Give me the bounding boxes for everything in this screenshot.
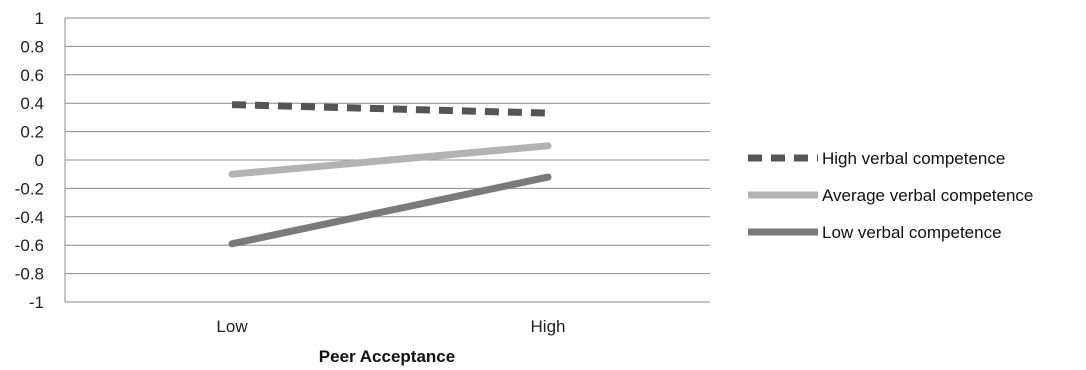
- y-axis-ticks: 1 0.8 0.6 0.4 0.2 0 -0.2 -0.4 -0.6 -0.8 -1: [15, 9, 44, 312]
- legend-label: Average verbal competence: [822, 186, 1033, 205]
- x-axis-title: Peer Acceptance: [319, 347, 455, 366]
- x-axis-ticks: Low High: [216, 317, 565, 336]
- legend: High verbal competence Average verbal com…: [748, 149, 1033, 242]
- x-tick-label: High: [531, 317, 566, 336]
- series-lines: [228, 101, 552, 248]
- y-tick-label: 0.2: [20, 123, 44, 142]
- y-tick-label: 0.6: [20, 66, 44, 85]
- x-tick-label: Low: [216, 317, 248, 336]
- y-tick-label: 0.4: [20, 94, 44, 113]
- legend-label: High verbal competence: [822, 149, 1005, 168]
- y-tick-label: -0.6: [15, 236, 44, 255]
- series-line-1: [231, 101, 549, 117]
- y-tick-label: -0.4: [15, 208, 44, 227]
- y-tick-label: 0.8: [20, 37, 44, 56]
- series-line-3: [228, 173, 552, 248]
- y-tick-label: -0.2: [15, 179, 44, 198]
- legend-label: Low verbal competence: [822, 223, 1002, 242]
- series-line-2: [228, 142, 552, 178]
- y-tick-label: 1: [35, 9, 44, 28]
- y-tick-label: -1: [29, 293, 44, 312]
- y-tick-label: 0: [35, 151, 44, 170]
- y-tick-label: -0.8: [15, 265, 44, 284]
